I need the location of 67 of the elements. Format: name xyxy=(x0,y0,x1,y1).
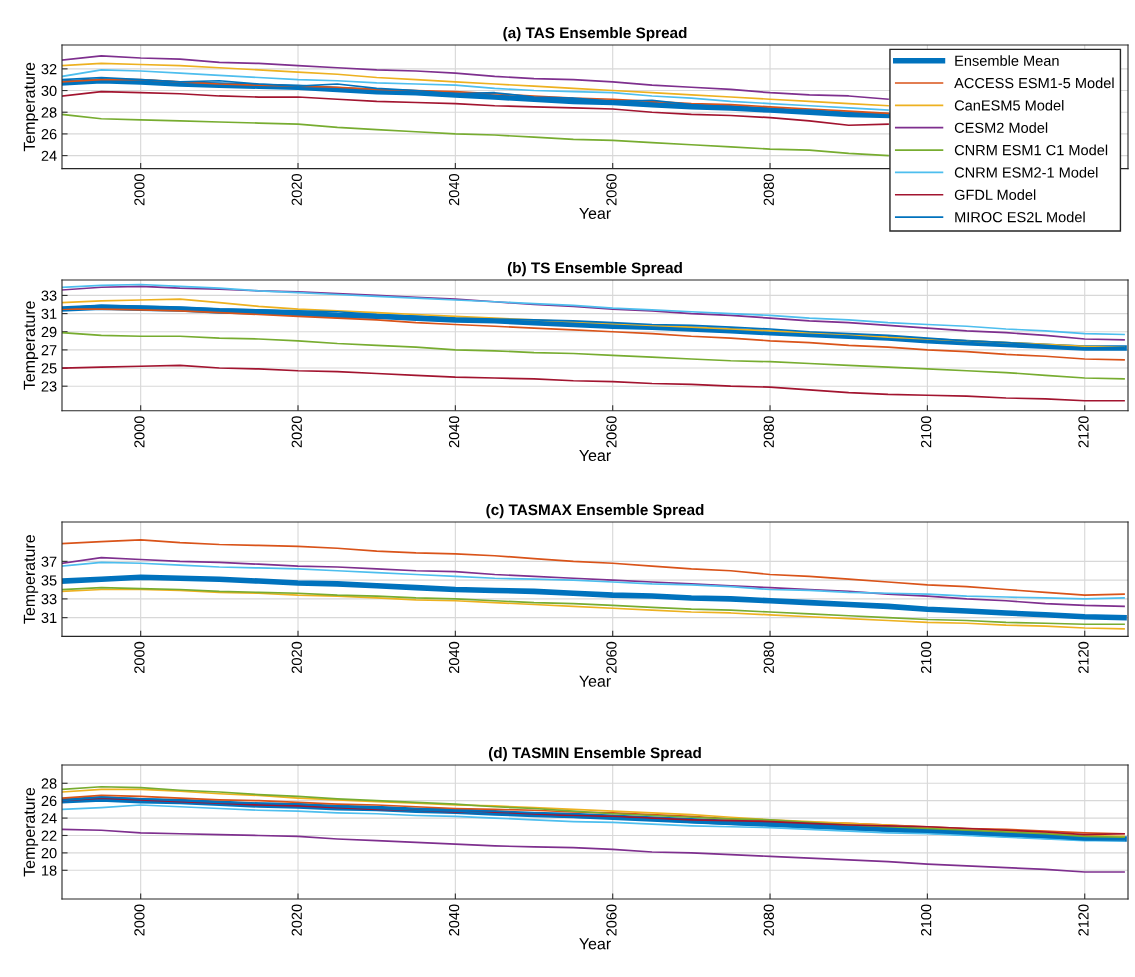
legend-label: CESM2 Model xyxy=(954,122,1048,133)
y-tick-label: 22 xyxy=(41,830,57,841)
x-tick-label: 2020 xyxy=(291,641,302,673)
y-axis-title: Temperature xyxy=(23,62,39,152)
x-tick-label: 2060 xyxy=(606,904,617,936)
y-tick-label: 32 xyxy=(41,63,57,75)
x-tick-label: 2040 xyxy=(448,641,460,673)
y-tick-label: 33 xyxy=(41,290,57,301)
chart-title: (a) TAS Ensemble Spread xyxy=(503,26,687,42)
y-tick-label: 27 xyxy=(41,344,57,356)
x-tick-label: 2080 xyxy=(763,904,774,936)
x-tick-label: 2100 xyxy=(920,904,932,936)
y-tick-label: 24 xyxy=(41,813,57,824)
x-tick-label: 2080 xyxy=(763,174,774,206)
x-tick-label: 2040 xyxy=(448,174,460,206)
y-tick-label: 26 xyxy=(41,795,57,807)
legend-label: CNRM ESM1 C1 Model xyxy=(954,144,1108,156)
y-tick-label: 35 xyxy=(41,575,57,586)
y-tick-label: 33 xyxy=(41,593,57,605)
chart-title: (c) TASMAX Ensemble Spread xyxy=(486,503,704,519)
y-axis-title: Temperature xyxy=(23,535,39,624)
y-tick-label: 26 xyxy=(41,129,57,140)
x-tick-label: 2060 xyxy=(606,174,617,206)
x-tick-label: 2060 xyxy=(606,641,617,673)
x-axis-title: Year xyxy=(579,675,611,687)
x-tick-label: 2020 xyxy=(291,904,302,936)
y-tick-label: 31 xyxy=(41,308,57,320)
chart-title: (d) TASMIN Ensemble Spread xyxy=(488,746,701,762)
legend-label: ACCESS ESM1-5 Model xyxy=(954,77,1114,89)
x-tick-label: 2040 xyxy=(448,416,460,448)
x-tick-label: 2000 xyxy=(134,416,145,448)
legend-label: Ensemble Mean xyxy=(955,55,1059,66)
legend-label: CanESM5 Model xyxy=(954,99,1064,111)
y-tick-label: 37 xyxy=(41,556,57,567)
y-tick-label: 29 xyxy=(41,326,57,338)
legend-label: GFDL Model xyxy=(954,189,1036,200)
x-tick-label: 2100 xyxy=(920,641,932,673)
x-tick-label: 2120 xyxy=(1078,904,1089,936)
y-tick-label: 24 xyxy=(41,150,57,161)
y-axis-title: Temperature xyxy=(23,787,39,877)
x-tick-label: 2000 xyxy=(134,174,145,206)
x-tick-label: 2000 xyxy=(134,904,145,936)
x-tick-label: 2020 xyxy=(291,416,302,448)
y-tick-label: 23 xyxy=(41,381,57,392)
x-tick-label: 2020 xyxy=(291,174,302,206)
x-tick-label: 2000 xyxy=(134,641,145,673)
x-tick-label: 2120 xyxy=(1078,641,1089,673)
x-tick-label: 2100 xyxy=(920,416,932,448)
legend-label: CNRM ESM2-1 Model xyxy=(954,166,1098,178)
x-tick-label: 2060 xyxy=(606,416,617,448)
x-tick-label: 2120 xyxy=(1078,416,1089,448)
y-tick-label: 31 xyxy=(41,612,57,624)
y-tick-label: 28 xyxy=(41,778,57,789)
y-axis-title: Temperature xyxy=(23,301,39,390)
x-tick-label: 2040 xyxy=(448,904,460,936)
chart-title: (b) TS Ensemble Spread xyxy=(507,261,682,277)
y-tick-label: 30 xyxy=(41,85,57,96)
y-tick-label: 20 xyxy=(41,847,57,859)
x-axis-title: Year xyxy=(579,449,611,462)
x-tick-label: 2080 xyxy=(763,641,774,673)
x-axis-title: Year xyxy=(579,207,611,220)
y-tick-label: 25 xyxy=(41,363,57,374)
legend-label: MIROC ES2L Model xyxy=(955,211,1085,223)
x-tick-label: 2080 xyxy=(763,416,774,448)
y-tick-label: 28 xyxy=(41,107,57,118)
x-axis-title: Year xyxy=(579,938,611,950)
y-tick-label: 18 xyxy=(42,865,57,876)
